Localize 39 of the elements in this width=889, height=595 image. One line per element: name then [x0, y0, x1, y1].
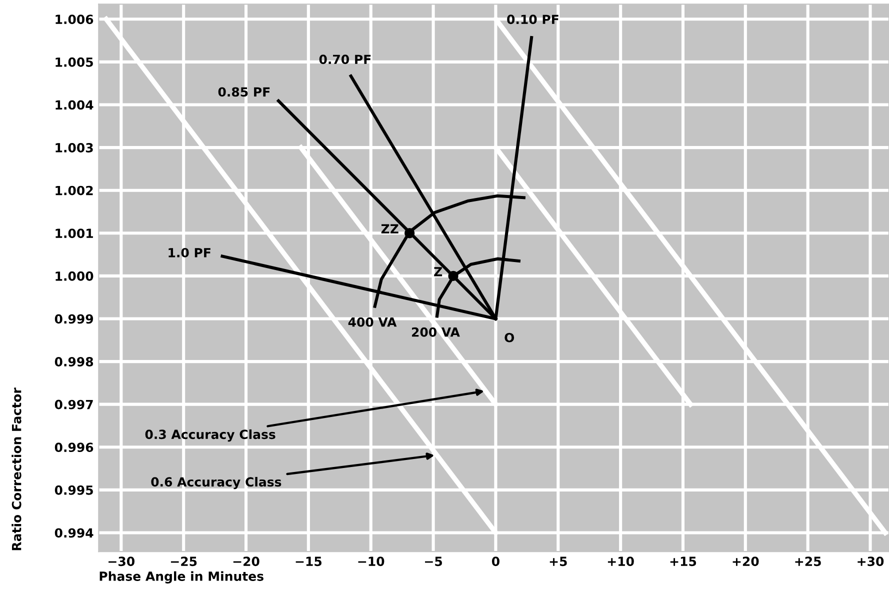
series-label: 0.10 PF	[507, 14, 558, 24]
annotation: 0.6 Accuracy Class	[151, 476, 282, 490]
series-label: 400 VA	[348, 317, 397, 327]
y-tick-label: 0.997	[54, 400, 93, 410]
y-tick-label: 1.001	[56, 228, 93, 238]
y-tick-label: 1.003	[56, 143, 93, 152]
x-tick-label: 0	[492, 556, 500, 566]
x-tick-label: +30	[858, 556, 884, 566]
x-tick-label: −15	[296, 556, 322, 566]
y-tick-label: 0.998	[54, 357, 94, 366]
y-tick-label: 1.006	[56, 14, 94, 24]
y-tick-label: 1.000	[56, 271, 94, 281]
y-tick-label: 1.002	[56, 186, 93, 196]
x-tick-label: −5	[425, 556, 442, 566]
series-label: Z	[434, 267, 442, 276]
y-tick-label: 0.996	[54, 442, 94, 452]
x-tick-label: +10	[608, 556, 634, 566]
annotation: 0.3 Accuracy Class	[145, 429, 276, 442]
series-label: 0.70 PF	[319, 54, 371, 64]
y-axis-title: Ratio Correction Factor	[12, 388, 22, 550]
x-tick-label: −30	[108, 556, 134, 566]
x-tick-label: +20	[732, 556, 759, 566]
x-axis-title: Phase Angle in Minutes	[100, 571, 264, 584]
y-tick-label: 1.005	[56, 57, 93, 67]
x-tick-label: −20	[233, 556, 260, 566]
y-tick-label: 0.994	[54, 528, 94, 538]
y-tick-label: 1.004	[56, 100, 94, 110]
y-tick-label: 0.995	[54, 485, 93, 495]
x-tick-label: +25	[795, 556, 821, 566]
x-tick-label: +5	[550, 556, 567, 566]
annotation: O	[504, 332, 514, 342]
x-tick-label: −25	[170, 556, 197, 566]
y-tick-label: 0.999	[54, 314, 94, 324]
series-label: 1.0 PF	[168, 248, 210, 258]
series-label: 200 VA	[412, 327, 460, 337]
x-tick-label: −10	[358, 556, 384, 566]
series-label: ZZ	[381, 224, 398, 234]
series-label: 0.85 PF	[218, 87, 270, 97]
x-tick-label: +15	[670, 556, 696, 566]
